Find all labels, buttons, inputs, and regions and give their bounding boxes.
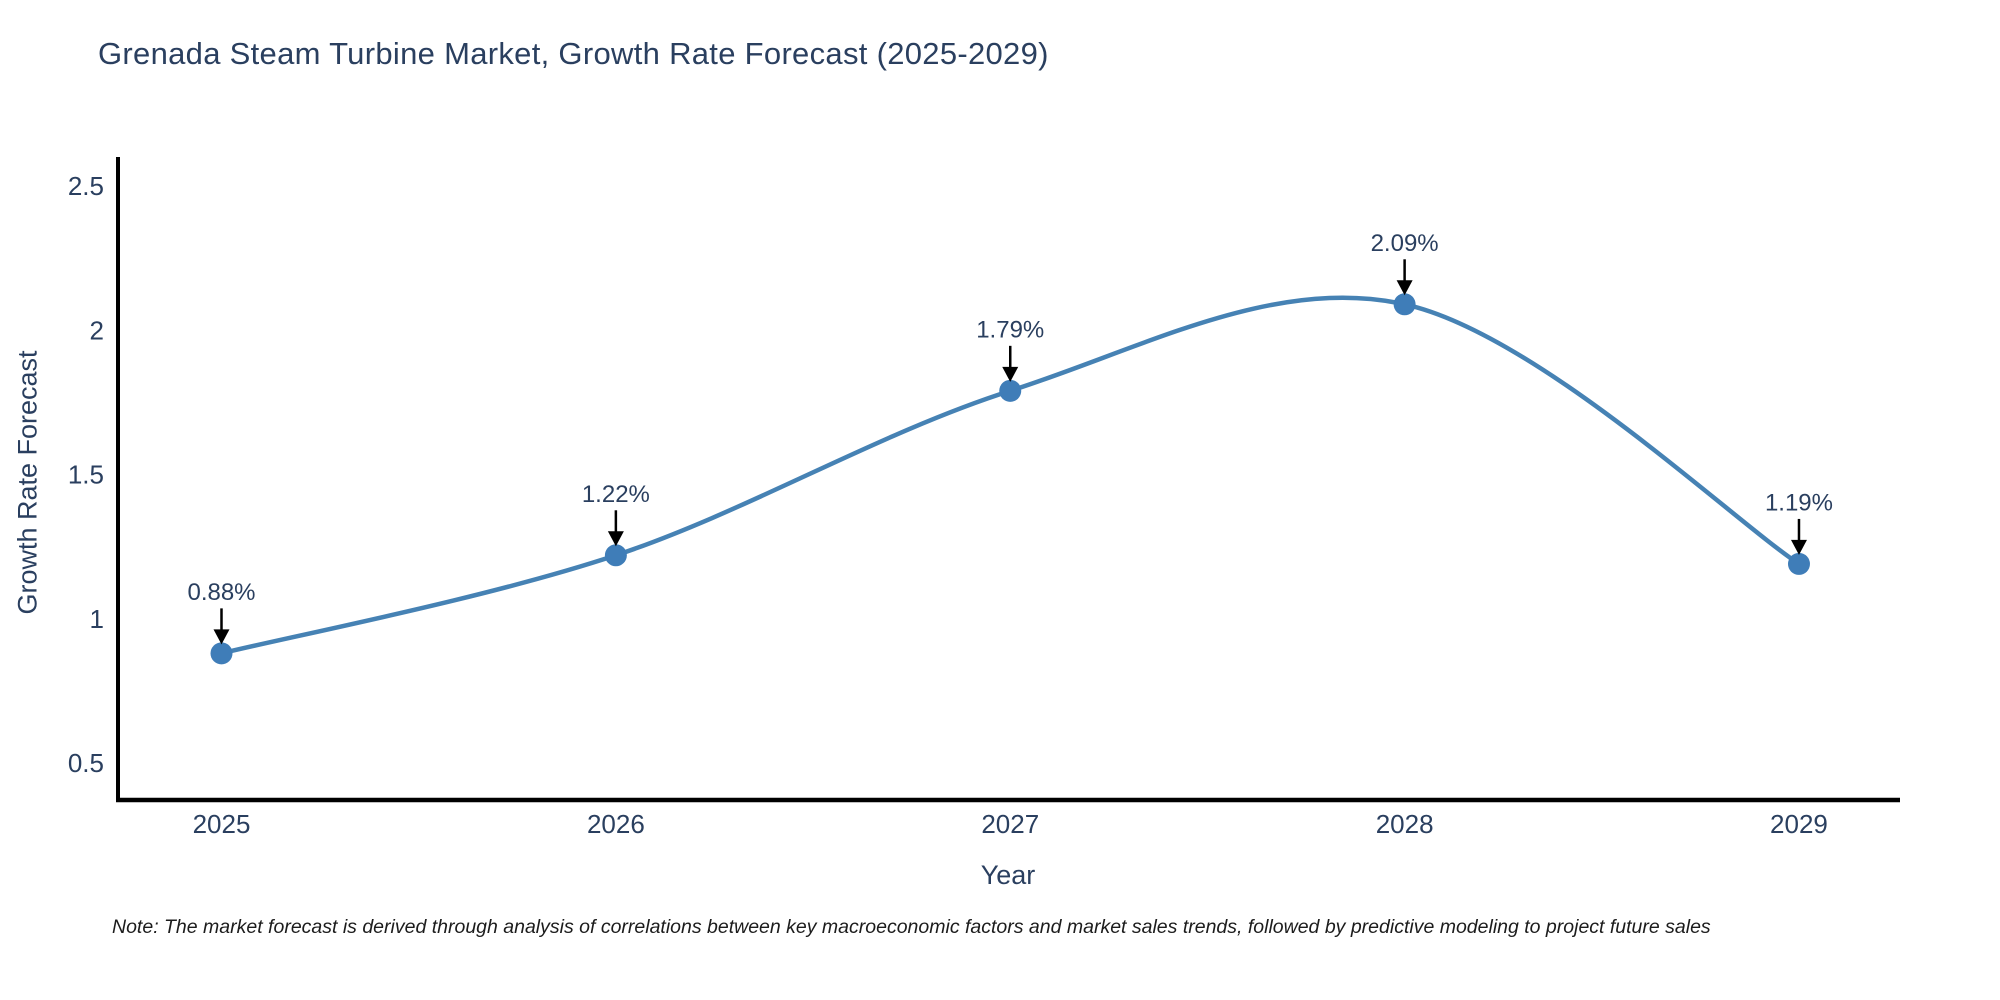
data-point-marker[interactable] bbox=[1393, 293, 1416, 316]
data-point-marker[interactable] bbox=[210, 642, 233, 665]
y-axis-title: Growth Rate Forecast bbox=[12, 350, 43, 615]
annotation-label: 2.09% bbox=[1371, 230, 1439, 257]
y-tick-label: 0.5 bbox=[68, 748, 104, 778]
annotation-arrowhead bbox=[1002, 366, 1019, 382]
chart-title: Grenada Steam Turbine Market, Growth Rat… bbox=[98, 36, 1049, 71]
data-point-marker[interactable] bbox=[999, 379, 1022, 402]
x-tick-label: 2029 bbox=[1770, 809, 1828, 839]
data-point-marker[interactable] bbox=[1787, 552, 1810, 575]
x-tick-label: 2026 bbox=[587, 809, 645, 839]
data-point-marker[interactable] bbox=[604, 544, 627, 567]
annotation-arrowhead bbox=[213, 629, 230, 645]
x-tick-label: 2028 bbox=[1376, 809, 1434, 839]
annotation-label: 1.19% bbox=[1765, 489, 1833, 516]
y-tick-label: 2 bbox=[90, 315, 104, 345]
y-tick-label: 1 bbox=[90, 604, 104, 634]
annotation-arrowhead bbox=[607, 531, 624, 547]
annotation-arrowhead bbox=[1396, 280, 1413, 296]
annotation-label: 1.79% bbox=[976, 316, 1044, 343]
footnote: Note: The market forecast is derived thr… bbox=[112, 916, 1711, 938]
y-tick-label: 2.5 bbox=[68, 171, 104, 201]
x-tick-label: 2025 bbox=[193, 809, 251, 839]
x-tick-label: 2027 bbox=[981, 809, 1039, 839]
annotation-label: 0.88% bbox=[187, 579, 255, 606]
y-tick-label: 1.5 bbox=[68, 460, 104, 490]
x-axis-title: Year bbox=[980, 860, 1036, 890]
annotation-arrowhead bbox=[1790, 539, 1807, 555]
annotation-label: 1.22% bbox=[582, 481, 650, 508]
